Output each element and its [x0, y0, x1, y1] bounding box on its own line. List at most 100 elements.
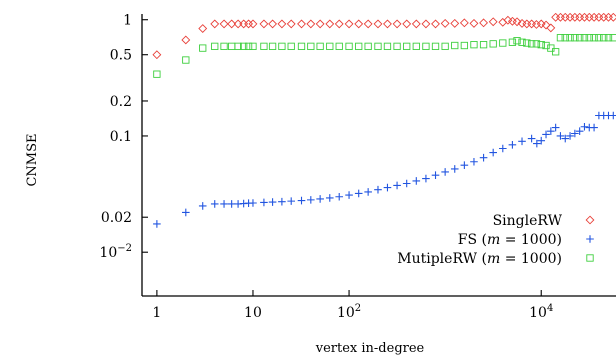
data-point: [479, 153, 488, 162]
data-point: [244, 19, 254, 29]
data-point: [403, 42, 411, 51]
data-point: [580, 122, 589, 131]
data-point: [422, 174, 430, 183]
data-point: [199, 44, 207, 52]
data-point: [278, 197, 286, 206]
data-point: [402, 179, 411, 188]
data-point: [307, 196, 315, 204]
x-tick-label: 1: [152, 305, 161, 321]
data-point: [489, 40, 497, 48]
data-point: [248, 19, 258, 29]
legend: SingleRW FS (m = 1000) MutipleRW (m = 1000…: [397, 213, 595, 267]
legend-label-rest: = 1000): [500, 232, 562, 248]
data-point: [182, 208, 190, 217]
legend-marker-diamond: [585, 215, 595, 225]
data-point: [571, 129, 579, 138]
marks-layer: [152, 12, 616, 228]
data-point: [580, 12, 589, 22]
data-point: [551, 48, 560, 56]
data-point: [355, 42, 363, 51]
data-point: [547, 44, 555, 52]
data-point: [260, 42, 268, 51]
data-point: [469, 18, 479, 28]
data-point: [373, 19, 383, 29]
data-point: [228, 42, 236, 51]
data-point: [536, 19, 546, 29]
data-point: [286, 19, 296, 29]
data-point: [508, 38, 517, 46]
data-point: [249, 42, 257, 51]
data-point: [411, 19, 421, 29]
data-point: [531, 20, 541, 29]
data-point: [512, 17, 522, 27]
data-point: [542, 130, 550, 139]
data-point: [546, 23, 556, 33]
data-point: [259, 19, 269, 29]
data-point: [609, 111, 616, 120]
data-point: [421, 19, 431, 29]
data-point: [460, 41, 469, 50]
data-point: [561, 34, 569, 42]
data-point: [181, 35, 191, 45]
data-point: [460, 161, 469, 170]
data-point: [566, 34, 574, 42]
data-point: [575, 12, 585, 22]
data-point: [590, 34, 598, 42]
data-point: [152, 50, 162, 60]
y-tick-label: 0.1: [110, 129, 132, 145]
data-point: [571, 34, 579, 42]
data-point: [260, 198, 268, 207]
legend-math-variable: m: [487, 232, 500, 248]
data-point: [470, 41, 478, 49]
legend-marker-plus: [586, 235, 594, 243]
data-point: [590, 123, 598, 132]
data-point: [441, 42, 449, 51]
series-diamond: [152, 12, 616, 60]
data-point: [393, 42, 401, 51]
data-point: [364, 42, 372, 51]
data-point: [210, 200, 219, 208]
data-point: [249, 199, 257, 207]
data-point: [153, 70, 161, 78]
data-point: [556, 132, 565, 140]
y-ticks: 1 0.5 0.2 0.1 0.02 10−2: [99, 13, 148, 261]
data-point: [450, 165, 459, 173]
y-tick-label: 0.5: [110, 48, 132, 64]
data-point: [470, 157, 478, 166]
data-point: [489, 148, 497, 157]
data-point: [234, 42, 242, 51]
data-point: [600, 34, 608, 42]
data-point: [450, 18, 460, 28]
data-point: [363, 19, 373, 29]
data-point: [533, 139, 541, 148]
data-point: [560, 12, 570, 22]
data-point: [393, 181, 401, 190]
data-point: [431, 19, 440, 29]
data-point: [561, 134, 570, 143]
data-point: [431, 42, 440, 51]
data-point: [566, 132, 574, 140]
data-point: [374, 185, 382, 194]
data-point: [599, 12, 609, 22]
data-point: [440, 18, 450, 28]
legend-label: MutipleRW (m = 1000): [397, 251, 562, 267]
data-point: [575, 127, 584, 135]
data-point: [244, 42, 253, 51]
data-point: [412, 42, 420, 51]
y-tick-label: 0.02: [101, 210, 132, 226]
data-point: [488, 17, 498, 27]
data-point: [354, 19, 364, 29]
y-tick-label: 0.2: [110, 94, 132, 110]
data-point: [576, 34, 584, 42]
data-point: [297, 19, 306, 29]
series-plus: [153, 111, 616, 228]
data-point: [541, 20, 551, 30]
legend-label-rest: = 1000): [500, 251, 562, 267]
data-point: [570, 12, 580, 22]
data-point: [335, 192, 344, 201]
data-point: [334, 19, 344, 29]
data-point: [594, 12, 604, 22]
data-point: [354, 189, 363, 198]
data-point: [268, 19, 278, 29]
data-point: [499, 39, 507, 47]
